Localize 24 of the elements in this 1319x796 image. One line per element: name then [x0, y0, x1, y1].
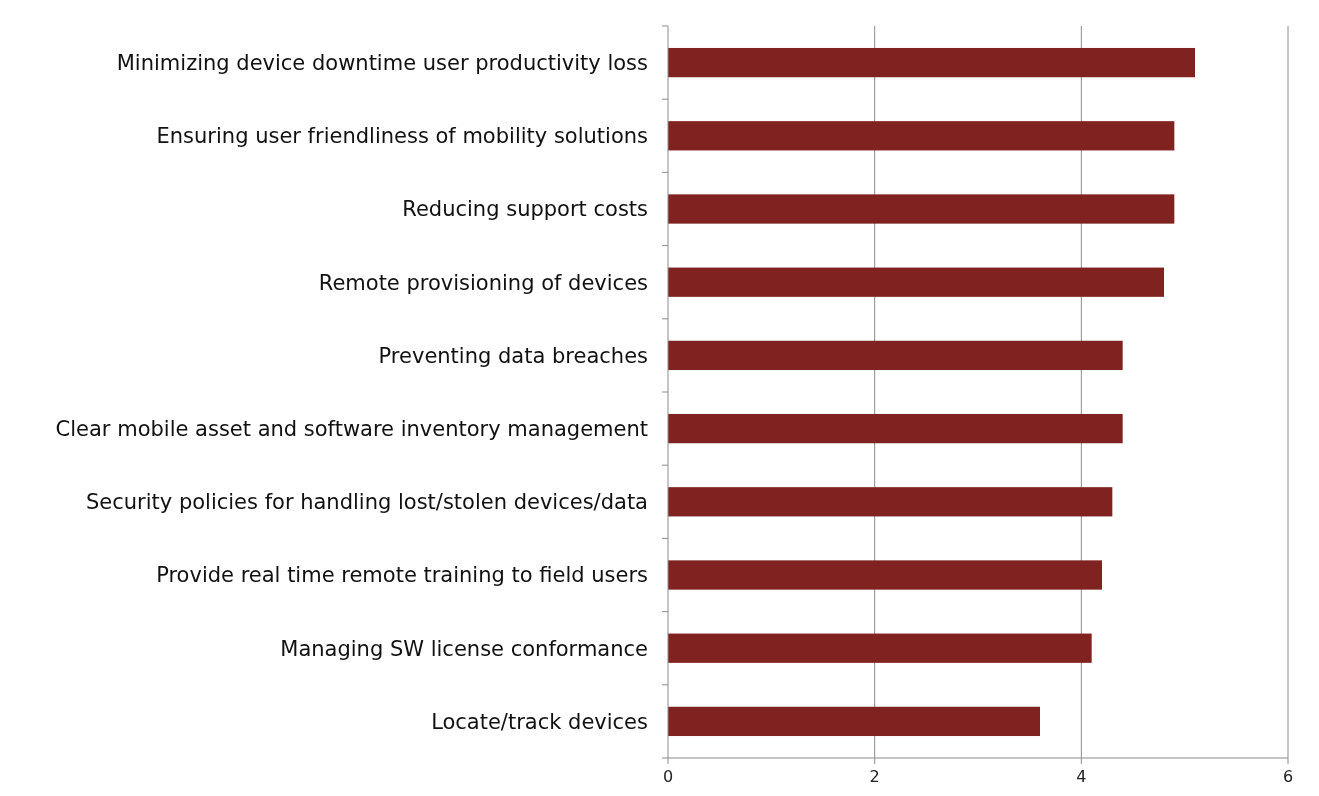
- bar: [668, 121, 1175, 151]
- bar: [668, 706, 1040, 737]
- y-tick-label: Security policies for handling lost/stolen devices/data: [85, 490, 648, 515]
- bar: [668, 194, 1175, 224]
- y-tick-label: Remote provisioning of devices: [318, 270, 648, 295]
- y-tick-label: Provide real time remote training to field users: [156, 563, 648, 588]
- bar: [668, 560, 1102, 590]
- bar: [668, 487, 1113, 517]
- bar: [668, 340, 1123, 371]
- x-tick-label: 6: [1282, 767, 1294, 786]
- bar: [668, 633, 1092, 663]
- y-tick-label: Minimizing device downtime user productivity loss: [116, 50, 648, 75]
- bar: [668, 267, 1164, 297]
- x-tick-label: 2: [869, 767, 880, 786]
- x-tick-label: 4: [1076, 767, 1087, 786]
- y-tick-label: Ensuring user friendliness of mobility solutions: [156, 124, 648, 149]
- x-tick-label: 0: [662, 767, 674, 786]
- y-tick-label: Locate/track devices: [431, 709, 648, 734]
- y-tick-label: Reducing support costs: [402, 197, 648, 222]
- bar: [668, 413, 1123, 444]
- y-tick-label: Preventing data breaches: [378, 343, 648, 368]
- bar: [668, 47, 1195, 78]
- y-tick-label: Clear mobile asset and software inventory management: [55, 416, 648, 441]
- y-tick-label: Managing SW license conformance: [280, 636, 648, 661]
